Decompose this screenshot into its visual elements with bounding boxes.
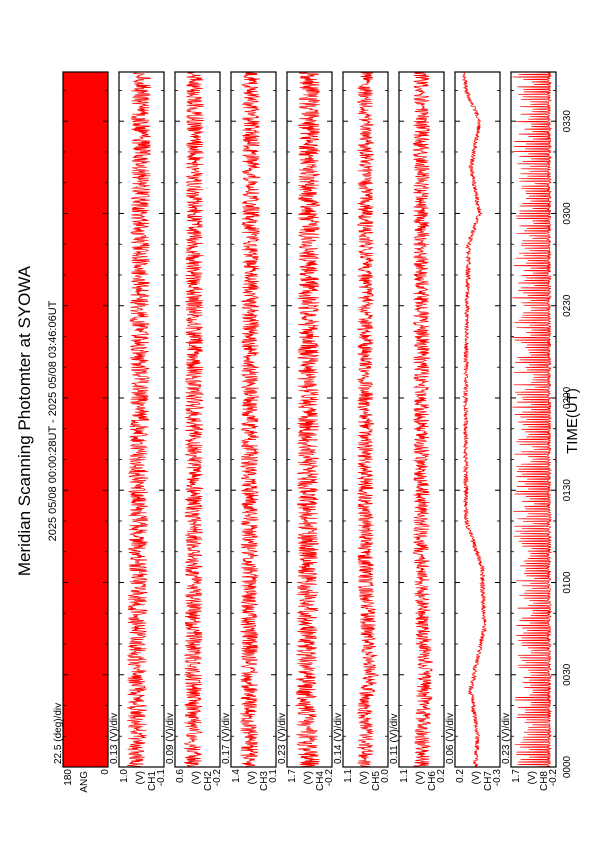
x-tick-label: 0100	[562, 571, 573, 594]
panel-channel-code: CH1	[147, 771, 158, 791]
x-tick-label: 0330	[562, 110, 573, 133]
panel-scale-label: 0.14 (V)/div	[333, 713, 344, 764]
x-tick-label: 0030	[562, 663, 573, 686]
rotated-plot-area: Meridian Scanning Photomter at SYOWA 202…	[15, 71, 581, 793]
panel-channel-code: CH3	[259, 771, 270, 791]
panel-name: (V)	[247, 771, 258, 784]
chart-title: Meridian Scanning Photomter at SYOWA	[15, 265, 34, 576]
panel-frame	[118, 71, 165, 768]
panel-frame	[174, 71, 221, 768]
y-tick-top: 1.1	[399, 769, 410, 783]
panel-ang: 22.5 (deg)/div 180 ANG 0	[53, 71, 111, 793]
data-trace	[461, 71, 488, 768]
panel-scale-label: 0.23 (V)/div	[277, 713, 288, 764]
y-tick-top: 1.1	[343, 769, 354, 783]
panel-ch7: 0.06 (V)/div 0.2 (V) CH7-0.3	[445, 71, 503, 791]
panel-name: (V)	[471, 771, 482, 784]
panel-frame	[510, 71, 557, 768]
y-tick-top: 180	[63, 769, 74, 786]
panel-frame	[286, 71, 333, 768]
x-tick-label: 0230	[562, 294, 573, 317]
panel-scale-label: 0.09 (V)/div	[165, 713, 176, 764]
x-tick-label: 0000	[562, 755, 573, 778]
data-trace	[184, 71, 205, 768]
y-tick-top: 1.4	[231, 769, 242, 783]
data-trace	[240, 71, 262, 768]
y-tick-bottom: -0.3	[492, 769, 503, 787]
y-tick-top: 1.7	[287, 769, 298, 783]
panel-frame	[398, 71, 445, 768]
panel-channel-code: CH8	[539, 771, 550, 791]
panel-ch2: 0.09 (V)/div 0.6 (V) CH2-0.2	[165, 71, 223, 791]
panel-name: (V)	[191, 771, 202, 784]
y-tick-top: 1.0	[119, 769, 130, 783]
panel-frame	[62, 71, 109, 768]
panel-scale-label: 0.06 (V)/div	[445, 713, 456, 764]
y-tick-bottom: -0.2	[324, 769, 335, 787]
x-tick-label: 0200	[562, 386, 573, 409]
panel-frame	[230, 71, 277, 768]
panel-name: (V)	[359, 771, 370, 784]
x-axis-title: TIME(UT)	[564, 388, 581, 454]
panel-name: (V)	[135, 771, 146, 784]
x-tick-label: 0300	[562, 202, 573, 225]
panel-channel-code: CH7	[483, 771, 494, 791]
y-tick-bottom: 0.2	[436, 769, 447, 783]
panel-name: (V)	[303, 771, 314, 784]
x-axis-ticks: 0000 0030 0100 0130 0200 0230 0300 0330	[562, 110, 573, 778]
y-tick-top: 0.6	[175, 769, 186, 783]
panel-scale-label: 0.17 (V)/div	[221, 713, 232, 764]
angle-fill	[63, 72, 108, 767]
x-tick-label: 0130	[562, 479, 573, 502]
panel-channel-code: CH2	[203, 771, 214, 791]
panel-ch4: 0.23 (V)/div 1.7 (V) CH4-0.2	[277, 71, 335, 791]
y-tick-bottom: 0.1	[268, 769, 279, 783]
panel-scale-label: 22.5 (deg)/div	[53, 703, 64, 764]
panel-frame	[454, 71, 501, 768]
panel-scale-label: 0.23 (V)/div	[501, 713, 512, 764]
y-tick-top: 1.7	[511, 769, 522, 783]
y-tick-top: 0.2	[455, 769, 466, 783]
panel-channel-code: CH5	[371, 771, 382, 791]
y-tick-bottom: 0.0	[380, 769, 391, 783]
panel-name: (V)	[527, 771, 538, 784]
panel-ch8: 0.23 (V)/div 1.7 (V) CH8-0.2	[501, 71, 559, 791]
panel-ch1: 0.13 (V)/div 1.0 (V) CH1-0.1	[109, 71, 167, 791]
panel-name: (V)	[415, 771, 426, 784]
panel-name: ANG	[79, 771, 90, 793]
data-trace	[412, 71, 434, 768]
time-range-label: 2025 05/08 00:00:28UT - 2025 05/08 03:46…	[47, 300, 59, 541]
panel-channel-code: CH6	[427, 771, 438, 791]
data-trace	[295, 71, 321, 768]
data-trace	[356, 71, 379, 768]
y-tick-bottom: -0.2	[212, 769, 223, 787]
panel-channel-code: CH4	[315, 771, 326, 791]
data-trace	[126, 71, 152, 768]
data-trace	[512, 71, 553, 768]
y-tick-bottom: -0.2	[548, 769, 559, 787]
panel-frame	[342, 71, 389, 768]
panel-scale-label: 0.13 (V)/div	[109, 713, 120, 764]
y-tick-bottom: -0.1	[156, 769, 167, 787]
y-tick-bottom: 0	[100, 769, 111, 775]
panel-scale-label: 0.11 (V)/div	[389, 714, 400, 764]
